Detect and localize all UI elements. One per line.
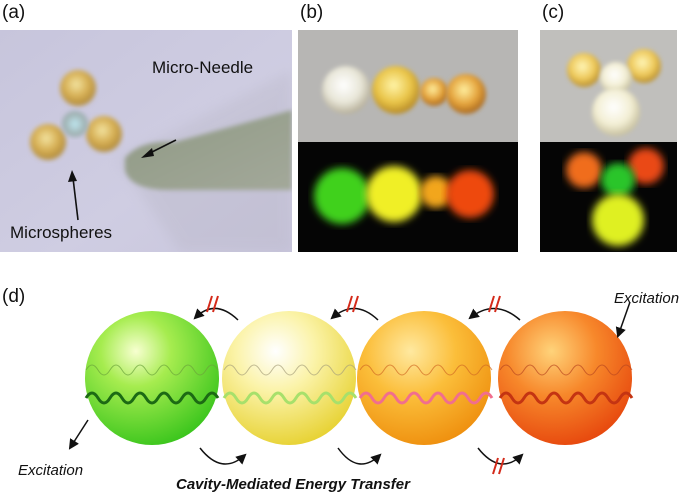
micrograph-b <box>298 30 518 252</box>
micro-needle-label: Micro-Needle <box>152 58 254 77</box>
blocked-marks <box>206 295 505 475</box>
panel-label-b: (b) <box>300 2 324 23</box>
panel-label-c: (c) <box>542 2 565 23</box>
panel-label-d: (d) <box>2 286 26 307</box>
micrograph-a <box>0 30 292 252</box>
sphere-orange <box>357 311 491 445</box>
energy-transfer-diagram <box>0 280 700 501</box>
excitation-left-label: Excitation <box>18 462 84 479</box>
panel-label-a: (a) <box>2 2 26 23</box>
micrograph-c <box>540 30 677 252</box>
energy-transfer-caption: Cavity-Mediated Energy Transfer <box>176 476 410 493</box>
sphere-green <box>85 311 219 445</box>
sphere-yellow <box>222 311 356 445</box>
excitation-right-label: Excitation <box>614 290 680 307</box>
microspheres-label: Microspheres <box>10 223 113 242</box>
sphere-red <box>498 311 632 445</box>
